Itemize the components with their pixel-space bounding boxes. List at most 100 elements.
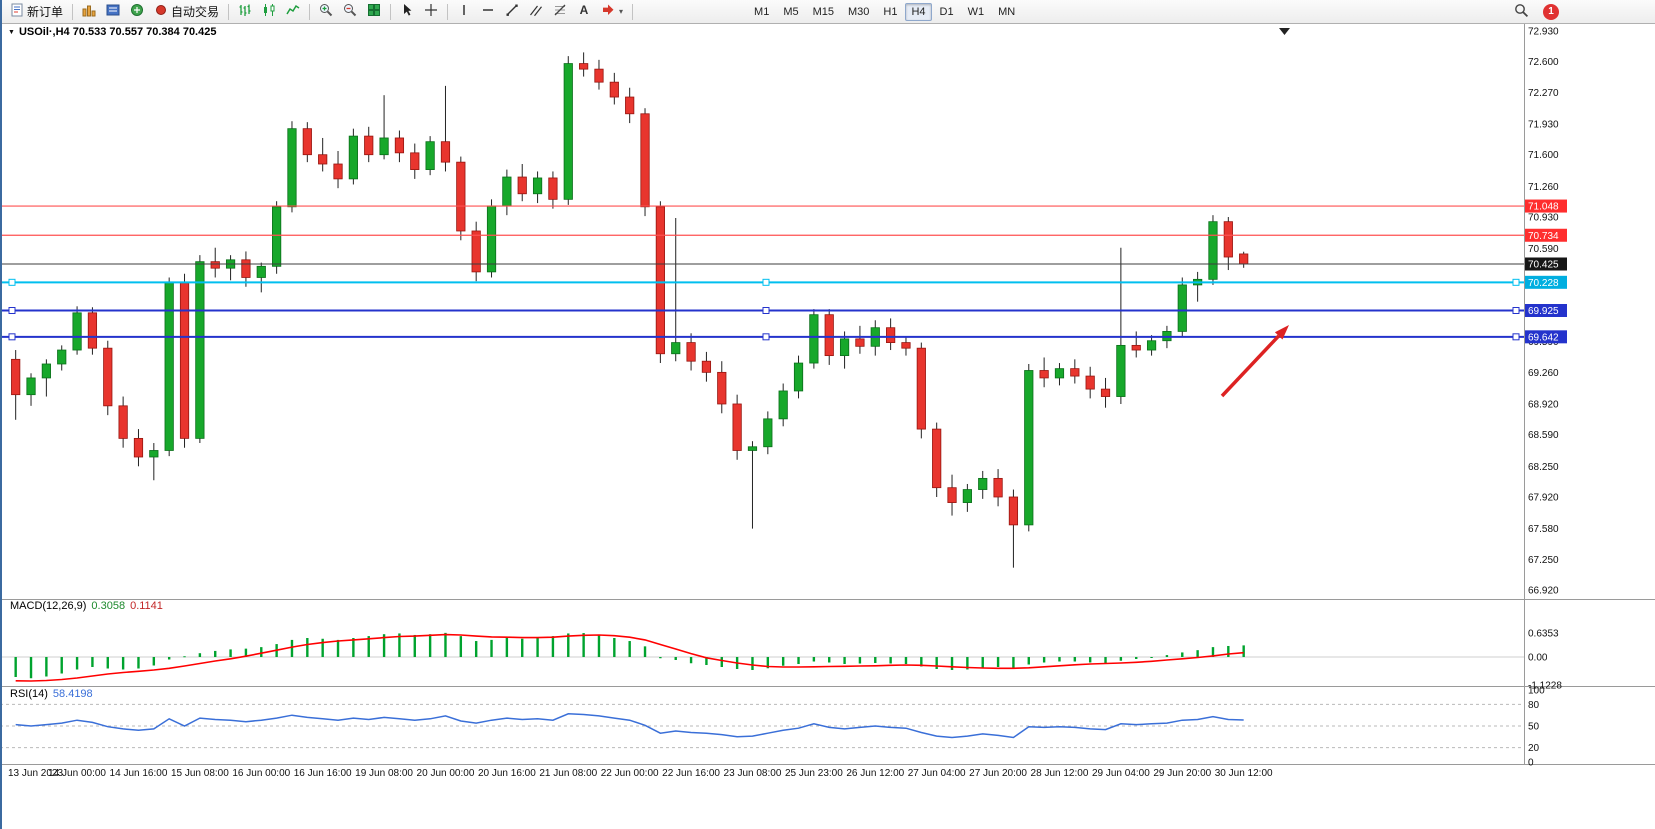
line-handle[interactable] <box>762 278 770 286</box>
toolbar-separator <box>447 3 449 20</box>
arrows-tool-button[interactable]: ▾ <box>597 2 627 22</box>
timeframe-h4[interactable]: H4 <box>905 2 932 21</box>
bar-chart-icon <box>238 3 252 20</box>
timeframe-d1[interactable]: D1 <box>934 3 960 21</box>
candle <box>1054 363 1065 386</box>
date-label: 16 Jun 00:00 <box>232 768 290 779</box>
candle <box>870 320 880 356</box>
candle-chart-button[interactable] <box>258 2 280 22</box>
rsi-axis-label: 0 <box>1528 758 1534 769</box>
vertical-line-tool-button[interactable] <box>453 2 475 22</box>
macd-label-bar: MACD(12,26,9) 0.3058 0.1141 <box>10 600 163 612</box>
candle <box>26 373 36 406</box>
fibonacci-icon <box>553 3 567 20</box>
candle <box>364 126 374 163</box>
date-label: 28 Jun 12:00 <box>1031 768 1089 779</box>
timeframe-w1[interactable]: W1 <box>962 3 991 21</box>
crosshair-tool-button[interactable] <box>420 2 442 22</box>
search-button[interactable] <box>1510 2 1533 22</box>
candle <box>671 217 681 362</box>
auto-trading-button[interactable]: 自动交易 <box>150 2 223 22</box>
timeframe-m15[interactable]: M15 <box>807 3 840 21</box>
line-handle[interactable] <box>8 278 16 286</box>
charts-button[interactable] <box>78 2 100 22</box>
market-watch-button[interactable] <box>102 2 124 22</box>
trend-arrow[interactable] <box>1220 325 1289 398</box>
chart-title-bar: ▼ USOil·,H4 70.533 70.557 70.384 70.425 <box>8 26 216 38</box>
hline-icon <box>481 3 495 20</box>
line-chart-button[interactable] <box>282 2 304 22</box>
line-handle[interactable] <box>8 307 16 314</box>
line-handle[interactable] <box>1512 307 1520 314</box>
macd-main-value: 0.3058 <box>91 600 126 612</box>
candle <box>517 164 527 202</box>
candle <box>625 87 635 124</box>
candle <box>901 337 911 356</box>
candle <box>993 469 1003 507</box>
date-label: 21 Jun 08:00 <box>539 768 597 779</box>
chart-shift-marker-icon[interactable] <box>1279 28 1290 35</box>
search-icon <box>1514 3 1529 21</box>
cursor-tool-button[interactable] <box>396 2 418 22</box>
candle <box>41 359 51 397</box>
timeframe-h1[interactable]: H1 <box>877 3 903 21</box>
text-tool-button[interactable]: A <box>573 2 595 22</box>
line-handle[interactable] <box>8 333 16 341</box>
zoom-in-button[interactable] <box>315 2 337 22</box>
line-handle[interactable] <box>1512 333 1520 341</box>
candle <box>1024 363 1034 532</box>
candle <box>410 143 420 179</box>
macd-signal-value: 0.1141 <box>130 600 163 612</box>
rsi-axis-label: 100 <box>1528 686 1545 697</box>
tile-windows-button[interactable] <box>363 2 385 22</box>
channel-tool-button[interactable] <box>525 2 547 22</box>
line-handle[interactable] <box>762 333 770 341</box>
horizontal-line-tool-button[interactable] <box>477 2 499 22</box>
notification-badge[interactable]: 1 <box>1543 3 1559 20</box>
price-label: 67.250 <box>1528 555 1559 566</box>
toolbar-separator <box>390 3 392 20</box>
timeframe-mn[interactable]: MN <box>992 3 1021 21</box>
fibonacci-tool-button[interactable] <box>549 2 571 22</box>
candle <box>87 307 98 355</box>
candle <box>57 345 67 371</box>
date-label: 14 Jun 00:00 <box>48 768 106 779</box>
trendline-icon <box>505 3 519 20</box>
rsi-label-bar: RSI(14) 58.4198 <box>10 688 93 700</box>
price-badge <box>1525 257 1567 271</box>
toolbar-separator <box>228 3 230 20</box>
candle <box>1070 359 1080 384</box>
price-label: 68.590 <box>1528 430 1559 441</box>
cursor-icon <box>400 3 414 20</box>
date-label: 16 Jun 16:00 <box>294 768 352 779</box>
timeframe-m5[interactable]: M5 <box>777 3 804 21</box>
candle <box>1239 251 1249 268</box>
navigator-button[interactable] <box>126 2 148 22</box>
chart-canvas[interactable]: 72.930 72.600 72.270 71.930 71.600 71.260 70.9… <box>0 24 1655 829</box>
macd-axis-label: 0.00 <box>1528 653 1548 664</box>
candle <box>1116 247 1126 404</box>
candle <box>778 383 788 427</box>
candle <box>72 306 82 355</box>
one-click-trading-arrow-icon[interactable]: ▼ <box>8 29 15 36</box>
candle <box>886 318 896 351</box>
timeframe-m1[interactable]: M1 <box>748 3 775 21</box>
trendline-tool-button[interactable] <box>501 2 523 22</box>
vline-icon <box>457 3 471 20</box>
price-label: 72.270 <box>1528 88 1559 99</box>
candle <box>532 171 543 204</box>
timeframe-m30[interactable]: M30 <box>842 3 875 21</box>
line-handle[interactable] <box>762 307 770 314</box>
date-label: 30 Jun 12:00 <box>1215 768 1273 779</box>
price-label: 69.260 <box>1528 368 1559 379</box>
rsi-axis-label: 80 <box>1528 700 1540 711</box>
candle <box>763 411 773 455</box>
zoom-out-button[interactable] <box>339 2 361 22</box>
candle <box>686 333 696 371</box>
price-label: 70.590 <box>1528 244 1559 255</box>
new-order-button[interactable]: 新订单 <box>6 2 67 22</box>
date-label: 15 Jun 08:00 <box>171 768 229 779</box>
line-handle[interactable] <box>1512 278 1520 286</box>
date-label: 22 Jun 00:00 <box>601 768 659 779</box>
bar-chart-button[interactable] <box>234 2 256 22</box>
